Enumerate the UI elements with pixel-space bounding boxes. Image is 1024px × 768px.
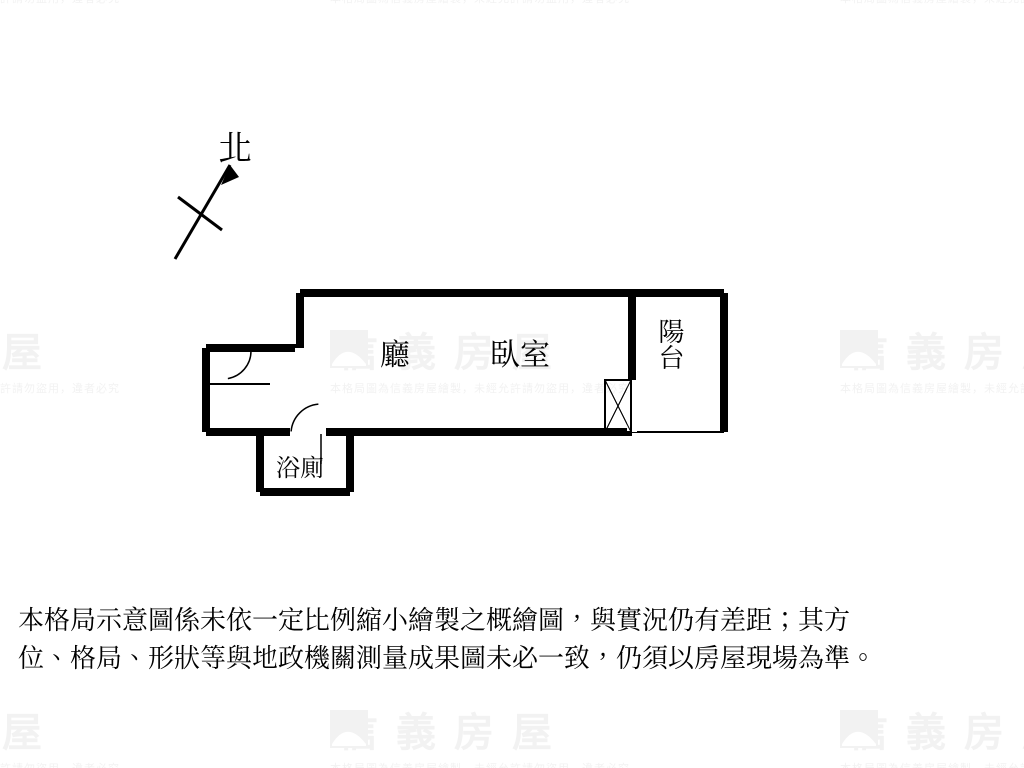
north-arrow-shaft [175,165,230,259]
disclaimer-text: 本格局示意圖係未依一定比例縮小繪製之概繪圖，與實況仍有差距；其方位、格局、形狀等… [18,600,876,675]
label-bedroom: 臥室 [490,330,550,374]
disclaimer-line2: 位、格局、形狀等與地政機關測量成果圖未必一致，仍須以房屋現場為準。 [18,638,876,676]
label-bath: 浴廁 [276,448,324,483]
label-living: 廳 [380,330,410,374]
north-arrow-cross [178,197,222,230]
door-arc-icon [228,351,251,379]
label-balcony: 陽台 [653,318,690,370]
disclaimer-line1: 本格局示意圖係未依一定比例縮小繪製之概繪圖，與實況仍有差距；其方 [18,600,876,638]
north-label: 北 [218,121,252,170]
